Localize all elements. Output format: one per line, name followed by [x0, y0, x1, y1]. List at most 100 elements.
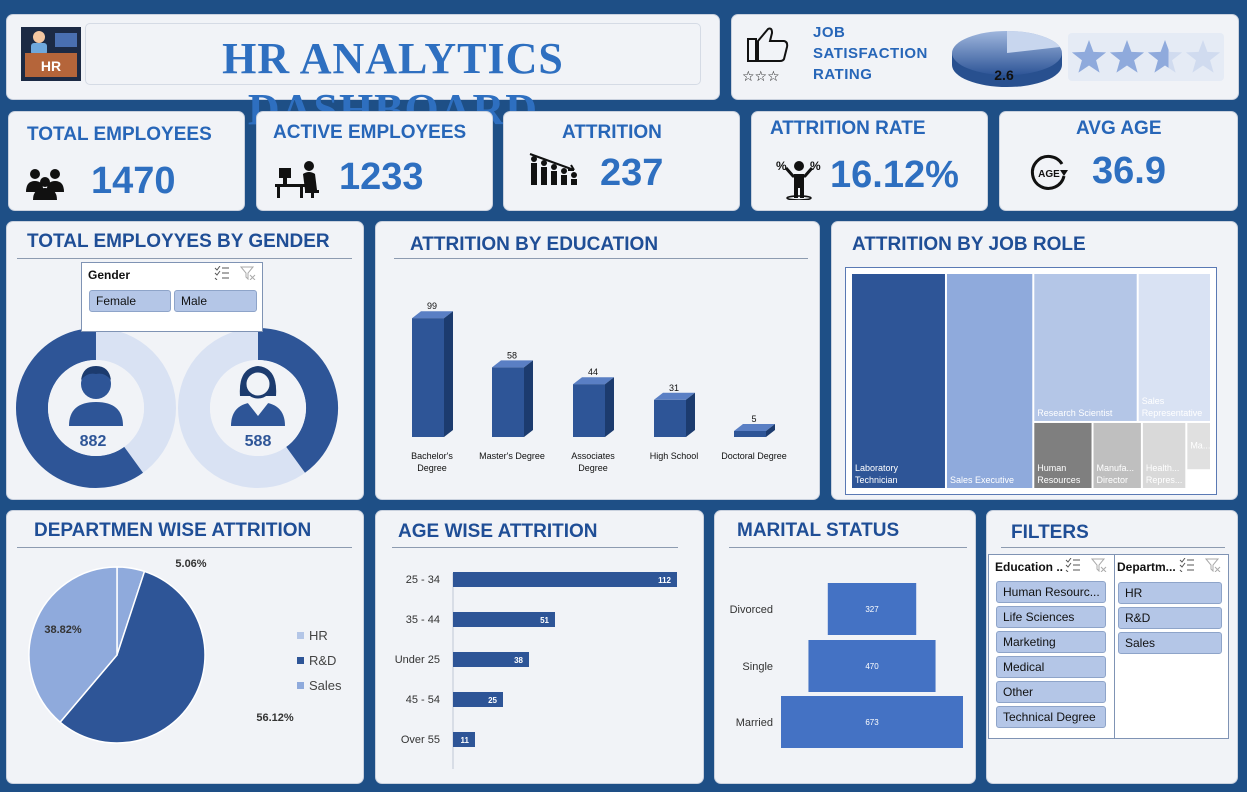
legend-label: Sales	[309, 678, 342, 693]
age-panel: AGE WISE ATTRITION 112 25 - 34 51 35 - 44 38…	[375, 510, 704, 784]
age-bar[interactable]	[453, 572, 677, 587]
department-slicer-title: Departm...	[1117, 560, 1176, 574]
treemap-label: Director	[1097, 475, 1129, 485]
people-group-icon	[26, 169, 64, 200]
education-bar[interactable]	[492, 360, 533, 437]
department-panel: DEPARTMEN WISE ATTRITION 5.06% 56.12% 38.8…	[6, 510, 364, 784]
pie-slice[interactable]	[59, 570, 206, 744]
age-category-label: 35 - 44	[406, 614, 440, 626]
treemap-label: Ma...	[1190, 441, 1210, 451]
age-value-label: 51	[540, 616, 549, 625]
education-option[interactable]: Other	[996, 681, 1106, 703]
kpi-card-avg-age: AVG AGE AGE 36.9	[999, 111, 1238, 211]
education-category-label: Associates	[571, 451, 615, 461]
desk-worker-icon	[275, 161, 319, 198]
education-bar[interactable]	[654, 392, 695, 437]
treemap-label: Research Scientist	[1037, 408, 1113, 418]
education-bar[interactable]	[412, 311, 453, 437]
marital-bar[interactable]	[781, 696, 963, 748]
multi-select-icon[interactable]	[214, 266, 230, 280]
kpi-label: ATTRITION RATE	[770, 118, 926, 139]
education-option[interactable]: Technical Degree	[996, 706, 1106, 728]
gender-slicer: Gender Female Male	[81, 262, 263, 332]
job-role-treemap: Laboratory Technician Sales Executive Resea…	[852, 274, 1210, 488]
department-slicer: Departm... HR R&D Sales	[1114, 554, 1229, 739]
education-value-label: 31	[669, 383, 679, 393]
clear-filter-icon[interactable]	[1091, 558, 1107, 572]
education-option[interactable]: Life Sciences	[996, 606, 1106, 628]
treemap-frame: Laboratory Technician Sales Executive Resea…	[845, 267, 1217, 495]
marital-value-label: 327	[865, 605, 879, 614]
marital-panel: MARITAL STATUS 327 Divorced 470 Single 673 Ma…	[714, 510, 976, 784]
marital-value-label: 470	[865, 662, 879, 671]
satisfaction-panel: ☆☆☆ JOB SATISFACTION RATING 2.6	[731, 14, 1239, 100]
age-value-label: 25	[488, 696, 497, 705]
multi-select-icon[interactable]	[1065, 558, 1081, 572]
age-bar[interactable]	[453, 652, 529, 667]
department-option[interactable]: HR	[1118, 582, 1222, 604]
legend-label: R&D	[309, 653, 336, 668]
education-bar[interactable]	[734, 424, 775, 437]
kpi-value: 16.12%	[830, 154, 959, 196]
kpi-card-attrition-rate: ATTRITION RATE % % 16.12%	[751, 111, 988, 211]
rating-star	[1109, 40, 1145, 73]
treemap-cell[interactable]	[1142, 422, 1186, 488]
legend-swatch	[297, 632, 304, 639]
legend-label: HR	[309, 628, 328, 643]
kpi-value: 237	[600, 152, 664, 194]
panel-title: AGE WISE ATTRITION	[398, 521, 598, 542]
treemap-cell[interactable]	[1138, 274, 1210, 421]
rating-star	[1147, 40, 1183, 73]
multi-select-icon[interactable]	[1179, 558, 1195, 572]
age-value-label: 11	[461, 736, 470, 745]
satisfaction-label: JOB SATISFACTION RATING	[813, 22, 928, 85]
education-category-label: Master's Degree	[479, 451, 545, 461]
percent-person-icon: % %	[776, 159, 821, 200]
clear-filter-icon[interactable]	[1205, 558, 1221, 572]
declining-people-icon	[529, 153, 577, 185]
kpi-value: 36.9	[1092, 150, 1166, 192]
marital-bar[interactable]	[808, 640, 936, 692]
department-option[interactable]: R&D	[1118, 607, 1222, 629]
treemap-label: Resources	[1037, 475, 1081, 485]
marital-category-label: Single	[742, 661, 773, 673]
education-bar[interactable]	[573, 377, 614, 437]
marital-value-label: 673	[865, 718, 879, 727]
kpi-card-attrition: ATTRITION 237	[503, 111, 740, 211]
age-bar[interactable]	[453, 692, 503, 707]
kpi-label: ATTRITION	[562, 122, 662, 143]
age-bar[interactable]	[453, 612, 555, 627]
satisfaction-label-line-1: JOB	[813, 24, 846, 41]
education-slicer: Education ... Human Resourc... Life Scie…	[988, 554, 1115, 739]
age-category-label: Under 25	[395, 654, 440, 666]
title-box: HR ANALYTICS DASHBOARD	[85, 23, 701, 134]
clear-filter-icon[interactable]	[240, 266, 256, 280]
department-option[interactable]: Sales	[1118, 632, 1222, 654]
age-value-label: 38	[514, 656, 523, 665]
header-panel: HR HR ANALYTICS DASHBOARD	[6, 14, 720, 134]
treemap-cell[interactable]	[1093, 422, 1141, 488]
marital-bar[interactable]	[827, 583, 917, 635]
female-icon	[231, 366, 285, 426]
education-option[interactable]: Medical	[996, 656, 1106, 678]
kpi-value: 1470	[91, 160, 176, 202]
hr-logo: HR	[21, 27, 81, 81]
marital-funnel-chart: 327 Divorced 470 Single 673 Married	[730, 583, 963, 748]
legend-swatch	[297, 682, 304, 689]
treemap-cell[interactable]	[1187, 422, 1210, 470]
treemap-cell[interactable]	[1034, 422, 1092, 488]
treemap-cell[interactable]	[852, 274, 945, 488]
treemap-cell[interactable]	[1034, 274, 1137, 421]
age-bar[interactable]	[453, 732, 475, 747]
svg-text:%: %	[776, 159, 787, 173]
pie-slice[interactable]	[28, 566, 118, 724]
treemap-cell[interactable]	[946, 274, 1033, 488]
education-option[interactable]: Human Resourc...	[996, 581, 1106, 603]
gender-option-male[interactable]: Male	[174, 290, 257, 312]
age-bar-chart: 112 25 - 34 51 35 - 44 38 Under 25 25 45 - 54 11…	[395, 572, 677, 769]
gender-option-female[interactable]: Female	[89, 290, 171, 312]
star-rating	[1068, 33, 1224, 81]
panel-title: ATTRITION BY JOB ROLE	[852, 234, 1086, 255]
male-icon	[69, 366, 123, 426]
education-option[interactable]: Marketing	[996, 631, 1106, 653]
